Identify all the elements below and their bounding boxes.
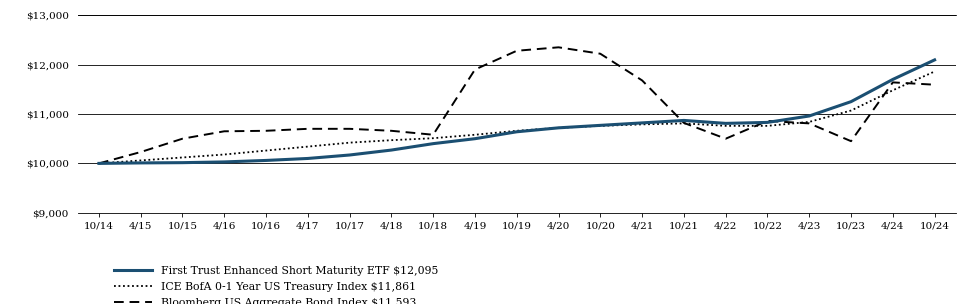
Legend: First Trust Enhanced Short Maturity ETF $12,095, ICE BofA 0-1 Year US Treasury I: First Trust Enhanced Short Maturity ETF … <box>110 262 443 304</box>
